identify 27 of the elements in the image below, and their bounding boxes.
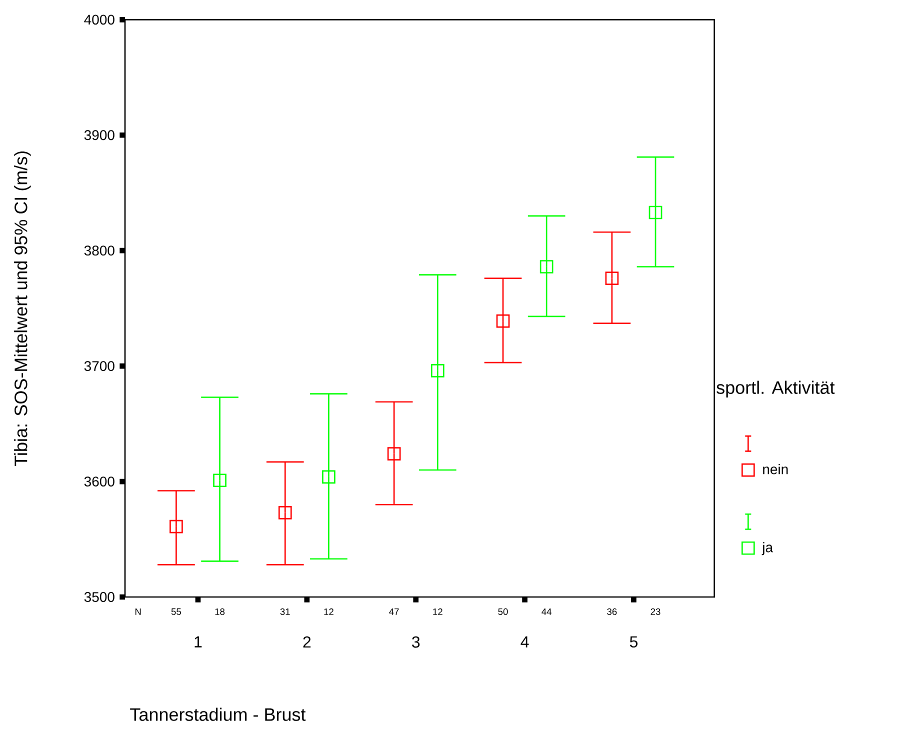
text: N xyxy=(135,608,141,615)
text: 12 xyxy=(433,608,442,615)
y-tick-label: 3500 xyxy=(84,592,114,602)
text: 55 xyxy=(171,608,181,615)
x-tick-label: 4 xyxy=(520,636,529,648)
y-tick-label: 3900 xyxy=(84,130,114,140)
x-tick-label: 2 xyxy=(303,636,311,648)
x-tick-label: 3 xyxy=(412,636,420,648)
legend-title: sportl. Aktivität xyxy=(716,380,835,398)
x-tick-label: 1 xyxy=(194,636,202,648)
y-tick-label: 4000 xyxy=(84,14,114,25)
x-axis-title: Tannerstadium - Brust xyxy=(130,708,306,721)
legend-label: ja xyxy=(762,542,774,556)
legend-label: nein xyxy=(763,464,788,474)
text: 31 xyxy=(280,608,290,615)
text: 47 xyxy=(389,608,399,615)
text: 44 xyxy=(542,608,552,615)
text: 12 xyxy=(324,608,334,615)
text: 18 xyxy=(215,608,225,615)
y-axis-title: Tibia: SOS-Mittelwert und 95% CI (m/s) xyxy=(14,151,31,466)
x-tick-label: 5 xyxy=(630,636,638,648)
text: 36 xyxy=(607,608,617,615)
text: 50 xyxy=(498,608,508,615)
y-tick-label: 3600 xyxy=(84,476,114,486)
text: 23 xyxy=(650,608,660,615)
y-tick-label: 3700 xyxy=(84,361,114,372)
y-tick-label: 3800 xyxy=(84,246,114,256)
